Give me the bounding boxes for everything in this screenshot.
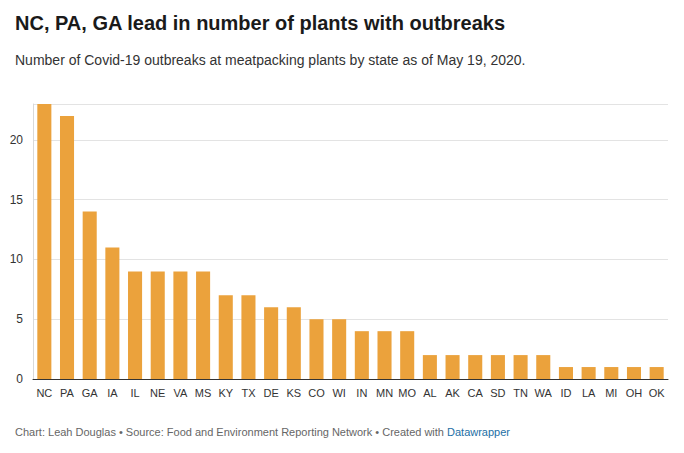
svg-text:LA: LA — [582, 387, 596, 399]
svg-text:OK: OK — [649, 387, 666, 399]
svg-text:WI: WI — [332, 387, 345, 399]
svg-text:MI: MI — [605, 387, 617, 399]
svg-text:Chart: Leah Douglas • Source:: Chart: Leah Douglas • Source: Food and E… — [15, 426, 444, 438]
svg-text:TN: TN — [513, 387, 528, 399]
svg-text:DE: DE — [263, 387, 278, 399]
svg-text:0: 0 — [16, 372, 23, 386]
svg-text:5: 5 — [16, 312, 23, 326]
svg-text:PA: PA — [60, 387, 75, 399]
svg-text:AK: AK — [445, 387, 460, 399]
svg-text:10: 10 — [10, 252, 24, 266]
svg-text:Datawrapper: Datawrapper — [447, 426, 510, 438]
svg-text:VA: VA — [173, 387, 188, 399]
svg-text:IA: IA — [107, 387, 118, 399]
svg-text:CO: CO — [308, 387, 325, 399]
svg-text:MN: MN — [376, 387, 393, 399]
svg-text:AL: AL — [423, 387, 436, 399]
svg-text:15: 15 — [10, 193, 24, 207]
svg-text:Number of Covid-19 outbreaks a: Number of Covid-19 outbreaks at meatpack… — [15, 52, 526, 68]
svg-text:KY: KY — [218, 387, 233, 399]
svg-text:SD: SD — [490, 387, 505, 399]
svg-text:MO: MO — [398, 387, 416, 399]
svg-text:NE: NE — [150, 387, 165, 399]
svg-text:IN: IN — [356, 387, 367, 399]
svg-text:NC, PA, GA lead in number of p: NC, PA, GA lead in number of plants with… — [15, 12, 505, 34]
svg-text:MS: MS — [195, 387, 212, 399]
svg-text:ID: ID — [560, 387, 571, 399]
svg-text:TX: TX — [241, 387, 256, 399]
svg-text:CA: CA — [468, 387, 484, 399]
svg-text:IL: IL — [130, 387, 139, 399]
svg-text:GA: GA — [82, 387, 99, 399]
svg-text:20: 20 — [10, 133, 24, 147]
svg-text:KS: KS — [286, 387, 301, 399]
svg-text:NC: NC — [36, 387, 52, 399]
svg-text:WA: WA — [535, 387, 553, 399]
svg-text:OH: OH — [626, 387, 643, 399]
